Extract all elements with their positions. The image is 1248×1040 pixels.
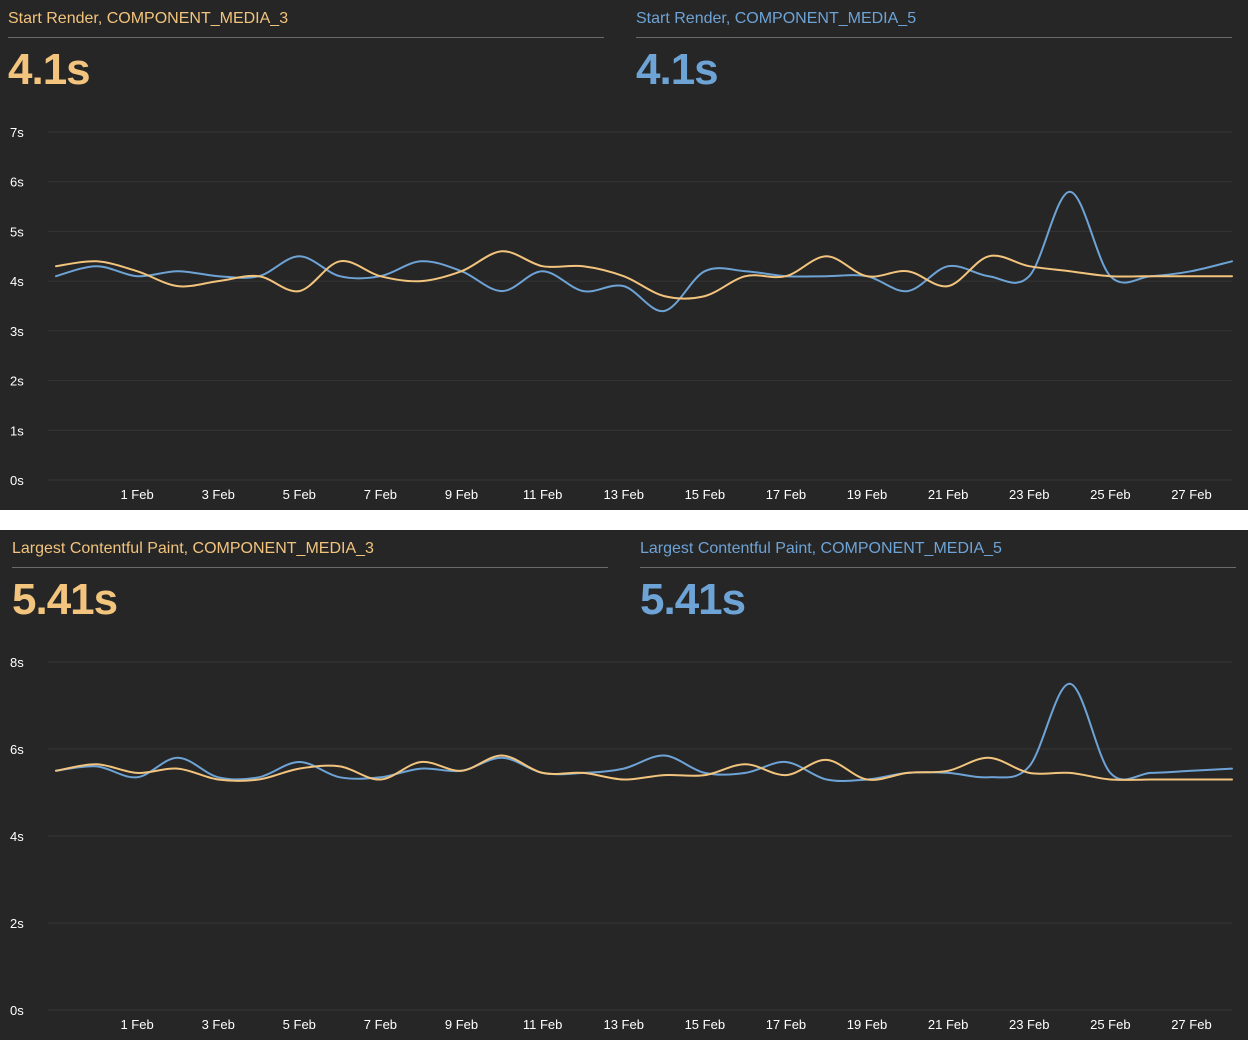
x-tick-label: 9 Feb	[445, 1017, 478, 1032]
metric-value: 5.41s	[640, 575, 746, 624]
y-tick-label: 7s	[10, 125, 24, 140]
y-tick-label: 0s	[10, 473, 24, 488]
metric-title: Start Render, COMPONENT_MEDIA_5	[636, 0, 1232, 38]
x-tick-label: 9 Feb	[445, 487, 478, 502]
start-render-chart: 0s 1s 2s 3s 4s 5s 6s 7s 1 Feb 3 Feb 5 Feb 7 Feb 9 Fe…	[10, 125, 1233, 502]
y-tick-label: 2s	[10, 916, 24, 931]
y-tick-label: 6s	[10, 175, 24, 190]
x-tick-label: 15 Feb	[685, 1017, 725, 1032]
y-tick-label: 4s	[10, 274, 24, 289]
x-tick-label: 5 Feb	[283, 487, 316, 502]
y-tick-label: 5s	[10, 224, 24, 239]
metric-title: Largest Contentful Paint, COMPONENT_MEDI…	[12, 530, 608, 568]
x-tick-label: 15 Feb	[685, 487, 725, 502]
metric-media-5: Largest Contentful Paint, COMPONENT_MEDI…	[640, 530, 1236, 626]
metric-media-5: Start Render, COMPONENT_MEDIA_5 4.1s	[636, 0, 1232, 96]
x-tick-label: 23 Feb	[1009, 487, 1049, 502]
y-tick-label: 8s	[10, 655, 24, 670]
metric-value: 5.41s	[12, 575, 118, 624]
x-tick-label: 1 Feb	[120, 487, 153, 502]
series-line	[55, 754, 1233, 782]
x-tick-label: 3 Feb	[202, 487, 235, 502]
x-tick-label: 13 Feb	[603, 487, 643, 502]
y-tick-label: 6s	[10, 742, 24, 757]
metric-value: 4.1s	[636, 45, 719, 94]
x-tick-label: 19 Feb	[847, 1017, 887, 1032]
metric-title: Start Render, COMPONENT_MEDIA_3	[8, 0, 604, 38]
largest-contentful-paint-chart: 0s 2s 4s 6s 8s 1 Feb 3 Feb 5 Feb 7 Feb 9 Feb 11 Fe…	[10, 655, 1233, 1032]
x-tick-label: 11 Feb	[523, 1017, 563, 1032]
y-tick-label: 4s	[10, 829, 24, 844]
x-tick-label: 21 Feb	[928, 1017, 968, 1032]
x-tick-label: 13 Feb	[603, 1017, 643, 1032]
metric-title: Largest Contentful Paint, COMPONENT_MEDI…	[640, 530, 1236, 568]
x-tick-label: 1 Feb	[120, 1017, 153, 1032]
x-tick-label: 25 Feb	[1090, 1017, 1130, 1032]
y-tick-label: 1s	[10, 423, 24, 438]
start-render-panel: Start Render, COMPONENT_MEDIA_3 4.1s Sta…	[0, 0, 1248, 510]
x-tick-label: 21 Feb	[928, 487, 968, 502]
y-tick-label: 3s	[10, 324, 24, 339]
x-tick-label: 23 Feb	[1009, 1017, 1049, 1032]
series-line	[55, 190, 1233, 313]
y-tick-label: 0s	[10, 1003, 24, 1018]
x-tick-label: 17 Feb	[766, 1017, 806, 1032]
x-tick-label: 5 Feb	[283, 1017, 316, 1032]
x-tick-label: 27 Feb	[1171, 487, 1211, 502]
x-tick-label: 25 Feb	[1090, 487, 1130, 502]
metric-value: 4.1s	[8, 45, 91, 94]
largest-contentful-paint-panel: Largest Contentful Paint, COMPONENT_MEDI…	[0, 530, 1248, 1040]
x-tick-label: 7 Feb	[364, 1017, 397, 1032]
series-line	[55, 682, 1233, 783]
y-tick-label: 2s	[10, 374, 24, 389]
metric-media-3: Start Render, COMPONENT_MEDIA_3 4.1s	[8, 0, 604, 96]
x-tick-label: 11 Feb	[523, 487, 563, 502]
series-line	[55, 250, 1233, 300]
x-tick-label: 27 Feb	[1171, 1017, 1211, 1032]
x-tick-label: 3 Feb	[202, 1017, 235, 1032]
metric-media-3: Largest Contentful Paint, COMPONENT_MEDI…	[12, 530, 608, 626]
x-tick-label: 7 Feb	[364, 487, 397, 502]
x-tick-label: 17 Feb	[766, 487, 806, 502]
x-tick-label: 19 Feb	[847, 487, 887, 502]
